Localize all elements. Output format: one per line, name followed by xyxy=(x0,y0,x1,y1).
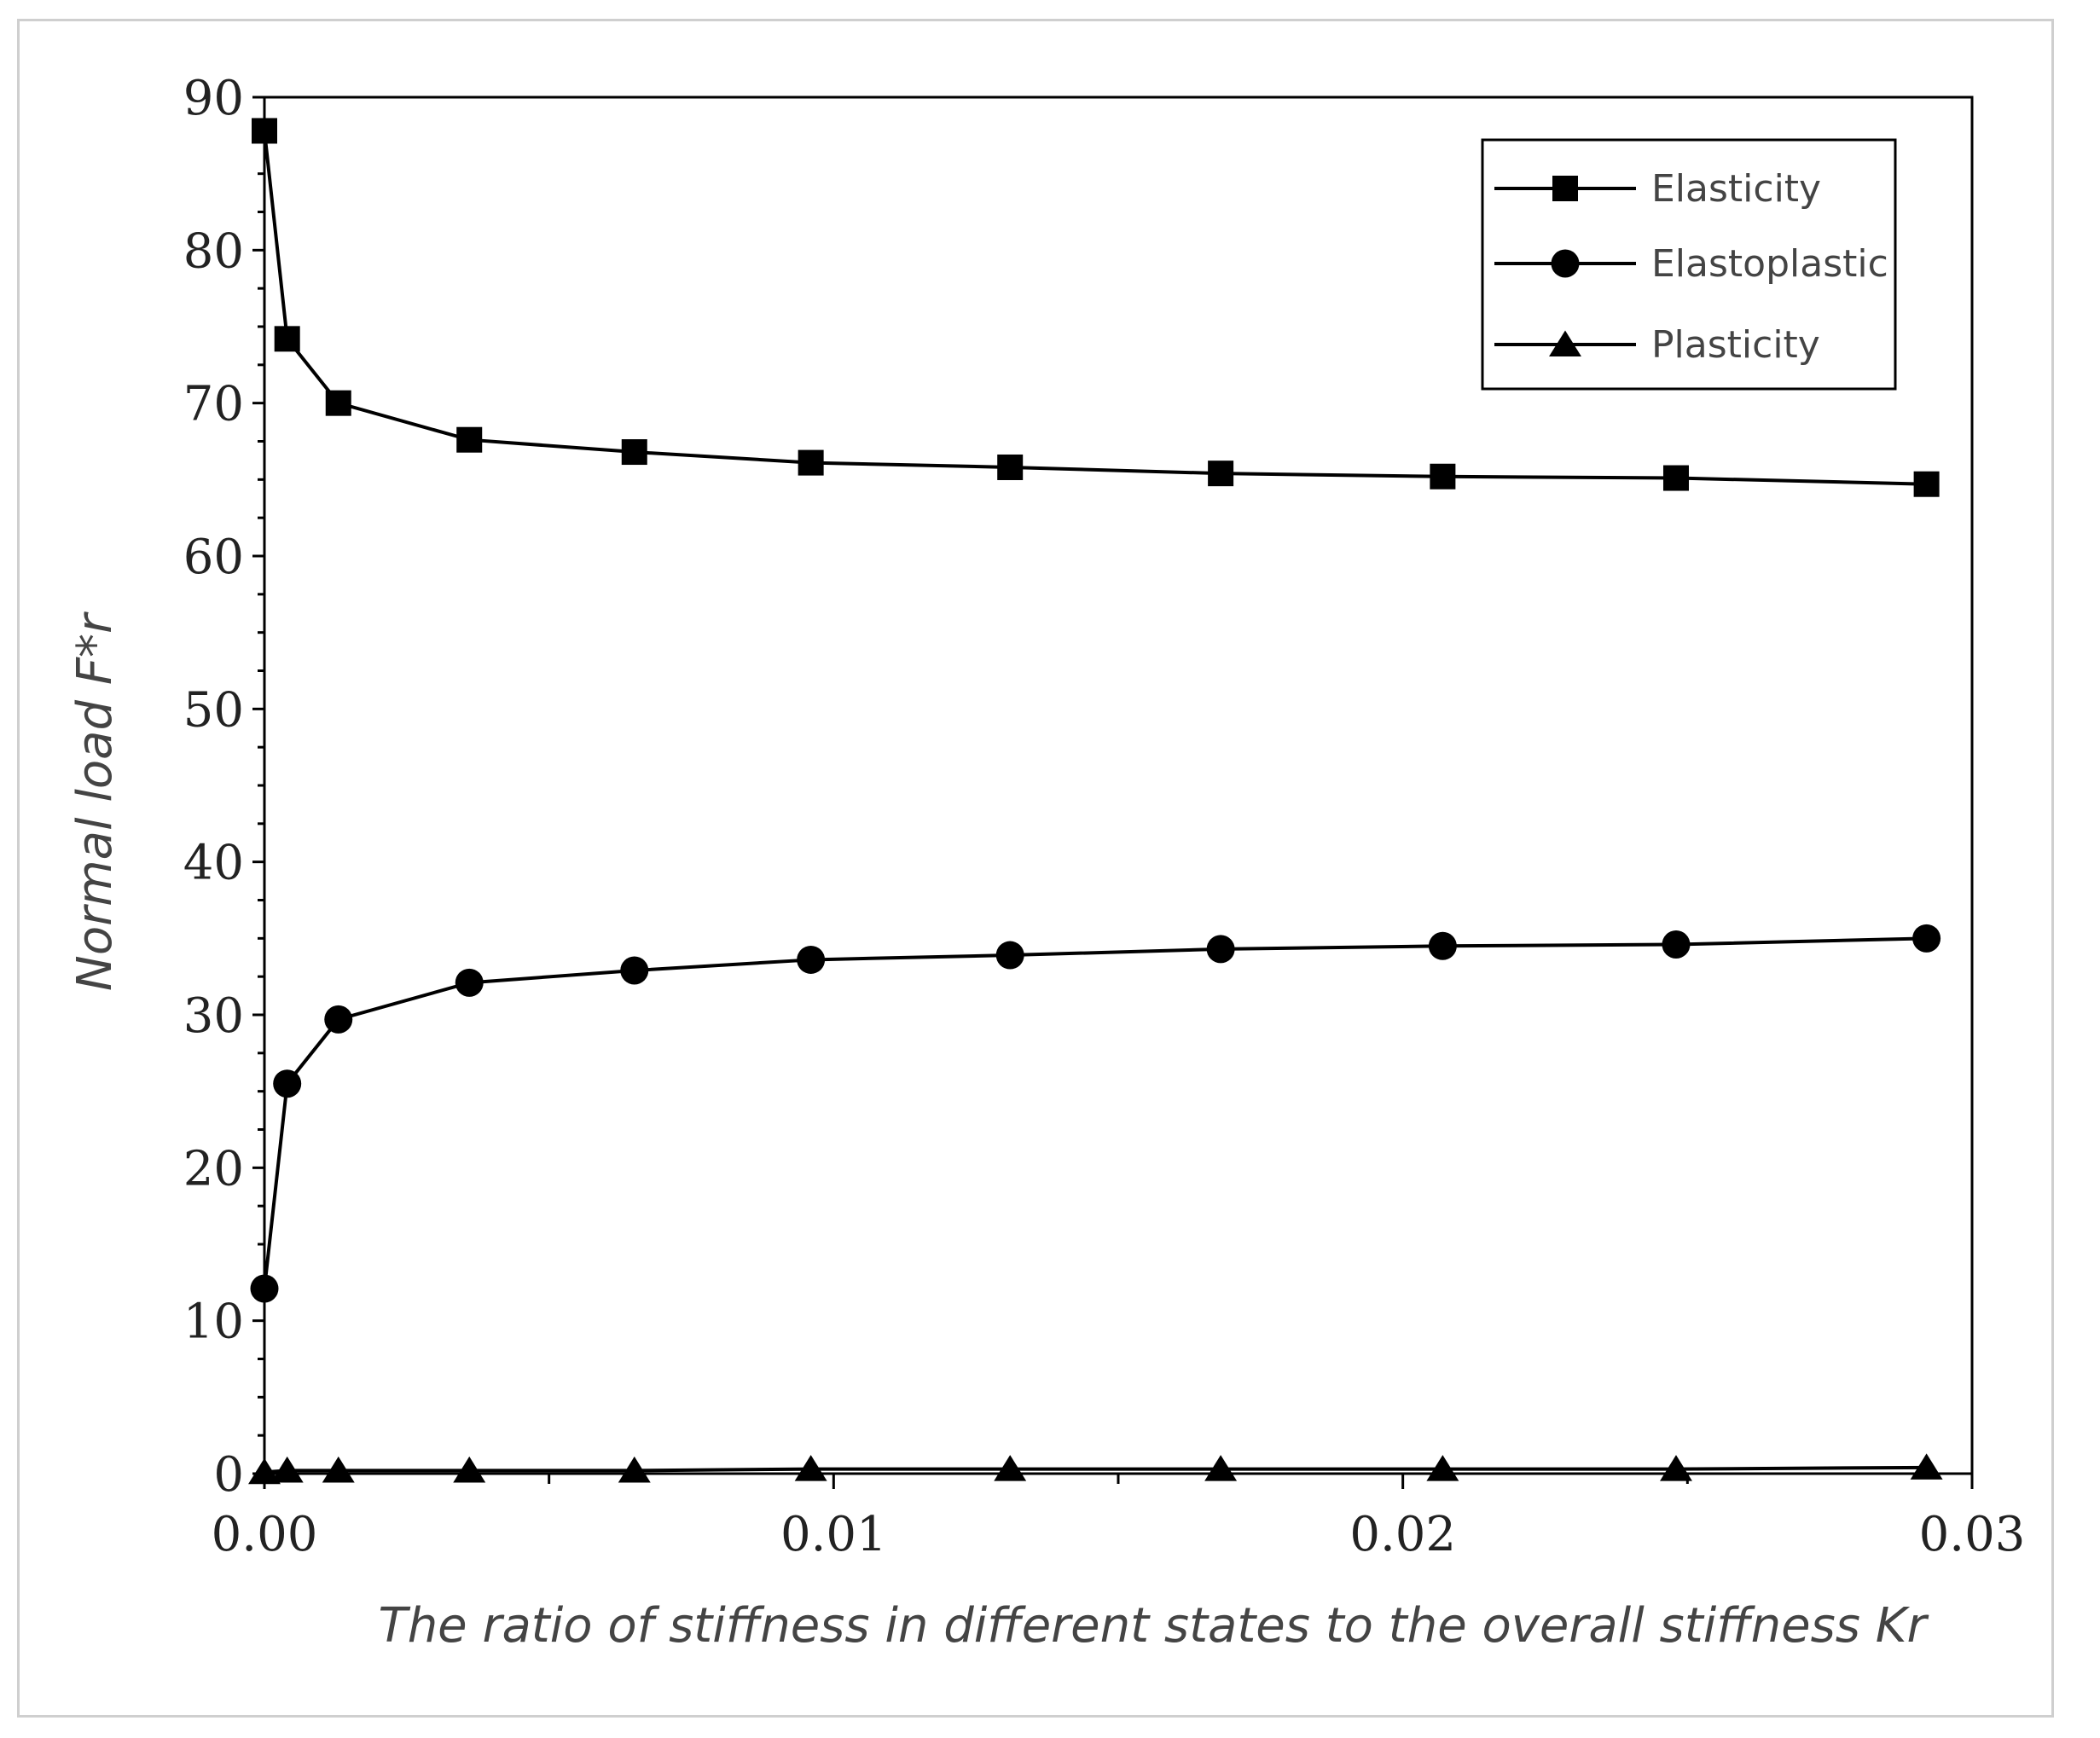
triangle-marker xyxy=(270,1456,304,1483)
y-tick-label: 90 xyxy=(183,71,244,126)
square-marker xyxy=(1662,465,1689,491)
legend-item-elastoplastic: Elastoplastic xyxy=(1494,242,1888,286)
series-plasticity xyxy=(248,1453,1943,1485)
triangle-marker xyxy=(1426,1455,1459,1481)
square-marker xyxy=(1430,463,1456,490)
y-axis-label: Normal load F*r xyxy=(67,611,123,991)
triangle-marker xyxy=(1660,1455,1692,1481)
square-marker xyxy=(1552,176,1578,201)
circle-marker xyxy=(1662,930,1691,959)
circle-marker xyxy=(995,941,1024,970)
square-marker xyxy=(252,118,277,144)
legend-item-elasticity: Elasticity xyxy=(1494,167,1821,211)
y-tick-label: 70 xyxy=(183,377,244,432)
circle-marker xyxy=(273,1069,302,1098)
x-tick-label: 0.01 xyxy=(780,1507,887,1562)
circle-marker xyxy=(1206,935,1235,964)
series-elasticity xyxy=(252,118,1940,497)
x-tick-label: 0.02 xyxy=(1349,1507,1456,1562)
triangle-marker xyxy=(794,1455,827,1481)
plot-area-frame xyxy=(263,96,1974,1475)
y-tick-label: 60 xyxy=(183,530,244,585)
triangle-marker xyxy=(618,1456,651,1483)
square-marker xyxy=(798,449,824,476)
triangle-marker xyxy=(1549,330,1581,357)
triangle-marker xyxy=(322,1456,355,1483)
square-marker xyxy=(1913,471,1940,497)
square-marker xyxy=(456,426,483,453)
triangle-marker xyxy=(248,1457,281,1485)
y-tick-label: 80 xyxy=(183,223,244,279)
x-tick-label: 0.00 xyxy=(212,1507,318,1562)
circle-marker xyxy=(1428,931,1457,960)
y-tick-label: 10 xyxy=(183,1295,244,1350)
triangle-marker xyxy=(1910,1453,1943,1480)
circle-marker xyxy=(324,1005,353,1034)
legend-label: Elastoplastic xyxy=(1651,242,1888,286)
x-tick-labels: 0.00 0.01 0.02 0.03 xyxy=(212,1507,2026,1562)
square-marker xyxy=(621,439,647,466)
y-tick-label: 30 xyxy=(183,988,244,1044)
legend-label: Plasticity xyxy=(1651,323,1820,367)
triangle-marker xyxy=(994,1455,1027,1481)
series-layer xyxy=(248,118,1943,1485)
y-tick-label: 50 xyxy=(183,682,244,738)
circle-marker xyxy=(455,968,484,997)
series-line xyxy=(263,936,1927,1289)
circle-marker xyxy=(1912,924,1941,953)
y-tick-label: 0 xyxy=(213,1447,244,1503)
square-marker xyxy=(325,390,351,416)
y-tick-labels: 0 10 20 30 40 50 60 70 80 90 xyxy=(183,71,244,1503)
circle-marker xyxy=(797,945,826,974)
circle-marker xyxy=(250,1274,279,1303)
legend-label: Elasticity xyxy=(1651,167,1821,211)
y-tick-label: 20 xyxy=(183,1141,244,1196)
triangle-marker xyxy=(1204,1455,1238,1481)
square-marker xyxy=(1208,461,1234,487)
square-marker xyxy=(274,326,300,352)
series-elastoplastic xyxy=(250,924,1941,1303)
x-tick-label: 0.03 xyxy=(1919,1507,2026,1562)
circle-marker xyxy=(620,956,649,985)
square-marker xyxy=(997,454,1024,480)
triangle-marker xyxy=(453,1456,486,1483)
circle-marker xyxy=(1551,249,1580,278)
legend-item-plasticity: Plasticity xyxy=(1494,323,1820,367)
y-tick-label: 40 xyxy=(183,836,244,891)
legend: Elasticity Elastoplastic Plasticity xyxy=(1481,138,1897,391)
x-axis-label: The ratio of stiffness in different stat… xyxy=(378,1598,1929,1654)
